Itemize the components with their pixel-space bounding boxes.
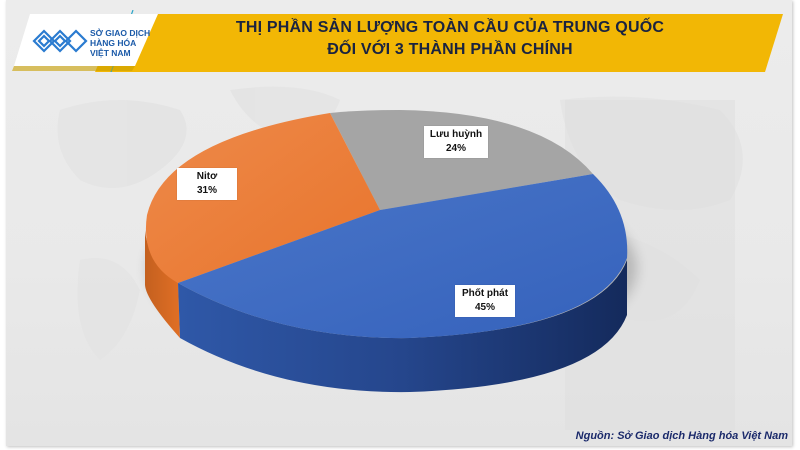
logo-text: SỞ GIAO DỊCH HÀNG HÓA VIỆT NAM — [90, 28, 150, 58]
label-nito: Nitơ 31% — [177, 168, 237, 200]
logo-line-1: SỞ GIAO DỊCH — [90, 28, 151, 38]
logo-icon — [32, 29, 88, 53]
pie-side-phot-phat — [178, 260, 627, 393]
pie-slice-luu-huynh — [330, 110, 593, 210]
title-line-1: THỊ PHẦN SẢN LƯỢNG TOÀN CẦU CỦA TRUNG QU… — [235, 19, 665, 36]
source-note: Nguồn: Sở Giao dịch Hàng hóa Việt Nam — [575, 430, 788, 442]
pie-slice-nito — [145, 113, 380, 283]
chart-title: THỊ PHẦN SẢN LƯỢNG TOÀN CẦU CỦA TRUNG QU… — [180, 17, 720, 61]
label-nito-value: 31% — [196, 185, 217, 196]
logo-line-2: HÀNG HÓA — [90, 38, 137, 48]
title-line-2: ĐỐI VỚI 3 THÀNH PHẦN CHÍNH — [327, 41, 573, 58]
logo-line-3: VIỆT NAM — [90, 48, 131, 58]
label-luu-huynh-value: 24% — [445, 143, 466, 154]
label-luu-huynh: Lưu huỳnh 24% — [424, 126, 488, 158]
label-phot-phat-name: Phốt phát — [461, 288, 509, 299]
label-phot-phat-value: 45% — [474, 302, 495, 313]
label-luu-huynh-name: Lưu huỳnh — [429, 129, 483, 140]
label-nito-name: Nitơ — [196, 171, 218, 182]
label-phot-phat: Phốt phát 45% — [455, 285, 515, 317]
